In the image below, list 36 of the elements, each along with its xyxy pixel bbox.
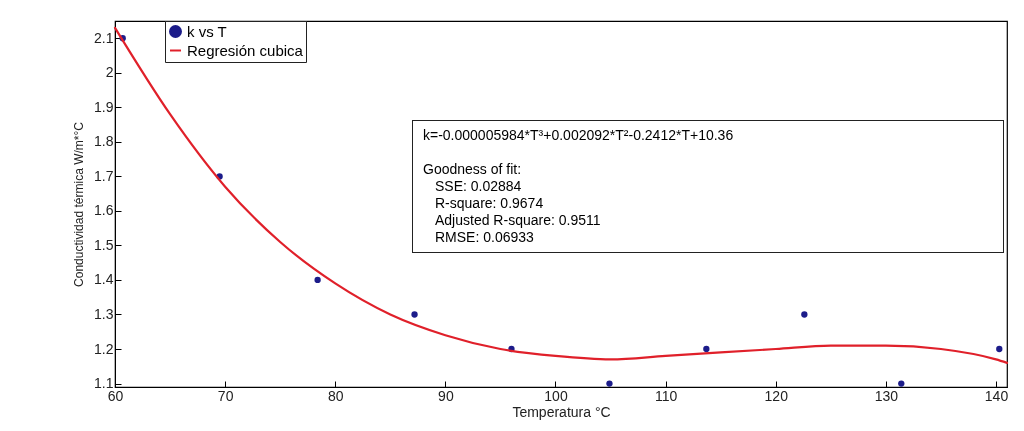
point <box>703 345 710 353</box>
y-tick-label: 1.5 <box>94 236 114 253</box>
x-tick-label: 90 <box>438 387 454 404</box>
y-axis-title: Conductividad térmica W/m*°C <box>72 121 87 287</box>
point <box>898 380 905 387</box>
x-tick-label: 130 <box>874 387 899 404</box>
annotation: RMSE: 0.06933 <box>434 229 535 246</box>
point <box>411 311 418 318</box>
y-tick-label: 1.6 <box>94 202 114 219</box>
y-tick-label: 2.1 <box>94 29 114 46</box>
x-tick-label: 110 <box>654 387 678 404</box>
legend-label: k vs T <box>187 22 227 40</box>
x-tick-label: 120 <box>764 387 789 404</box>
point <box>801 311 808 318</box>
y-tick-label: 2 <box>105 64 114 81</box>
y-tick-label: 1.3 <box>94 305 114 322</box>
point <box>606 380 613 387</box>
x-axis-title: Temperatura °C <box>512 403 611 420</box>
x-tick-label: 80 <box>327 387 344 404</box>
x-tick-label: 100 <box>544 387 568 404</box>
annotation: SSE: 0.02884 <box>434 178 523 195</box>
y-tick-label: 1.4 <box>94 271 114 288</box>
x-tick-label: 140 <box>984 387 1009 404</box>
y-tick-label: 1.9 <box>94 98 114 115</box>
annotation: Goodness of fit: <box>423 161 523 178</box>
point <box>996 345 1003 353</box>
annotation: k=-0.000005984*T³+0.002092*T²-0.2412*T+10.36 <box>423 127 735 144</box>
y-tick-label: 1.2 <box>94 340 114 357</box>
legend-label: Regresión cubica <box>187 41 304 59</box>
y-tick-label: 1.7 <box>94 167 114 184</box>
x-tick-label: 70 <box>217 387 234 404</box>
y-tick-label: 1.8 <box>94 133 114 150</box>
annotation: R-square: 0.9674 <box>434 195 545 212</box>
line-series <box>113 26 1009 364</box>
annotation: Adjusted R-square: 0.9511 <box>434 212 602 229</box>
point <box>314 276 321 284</box>
